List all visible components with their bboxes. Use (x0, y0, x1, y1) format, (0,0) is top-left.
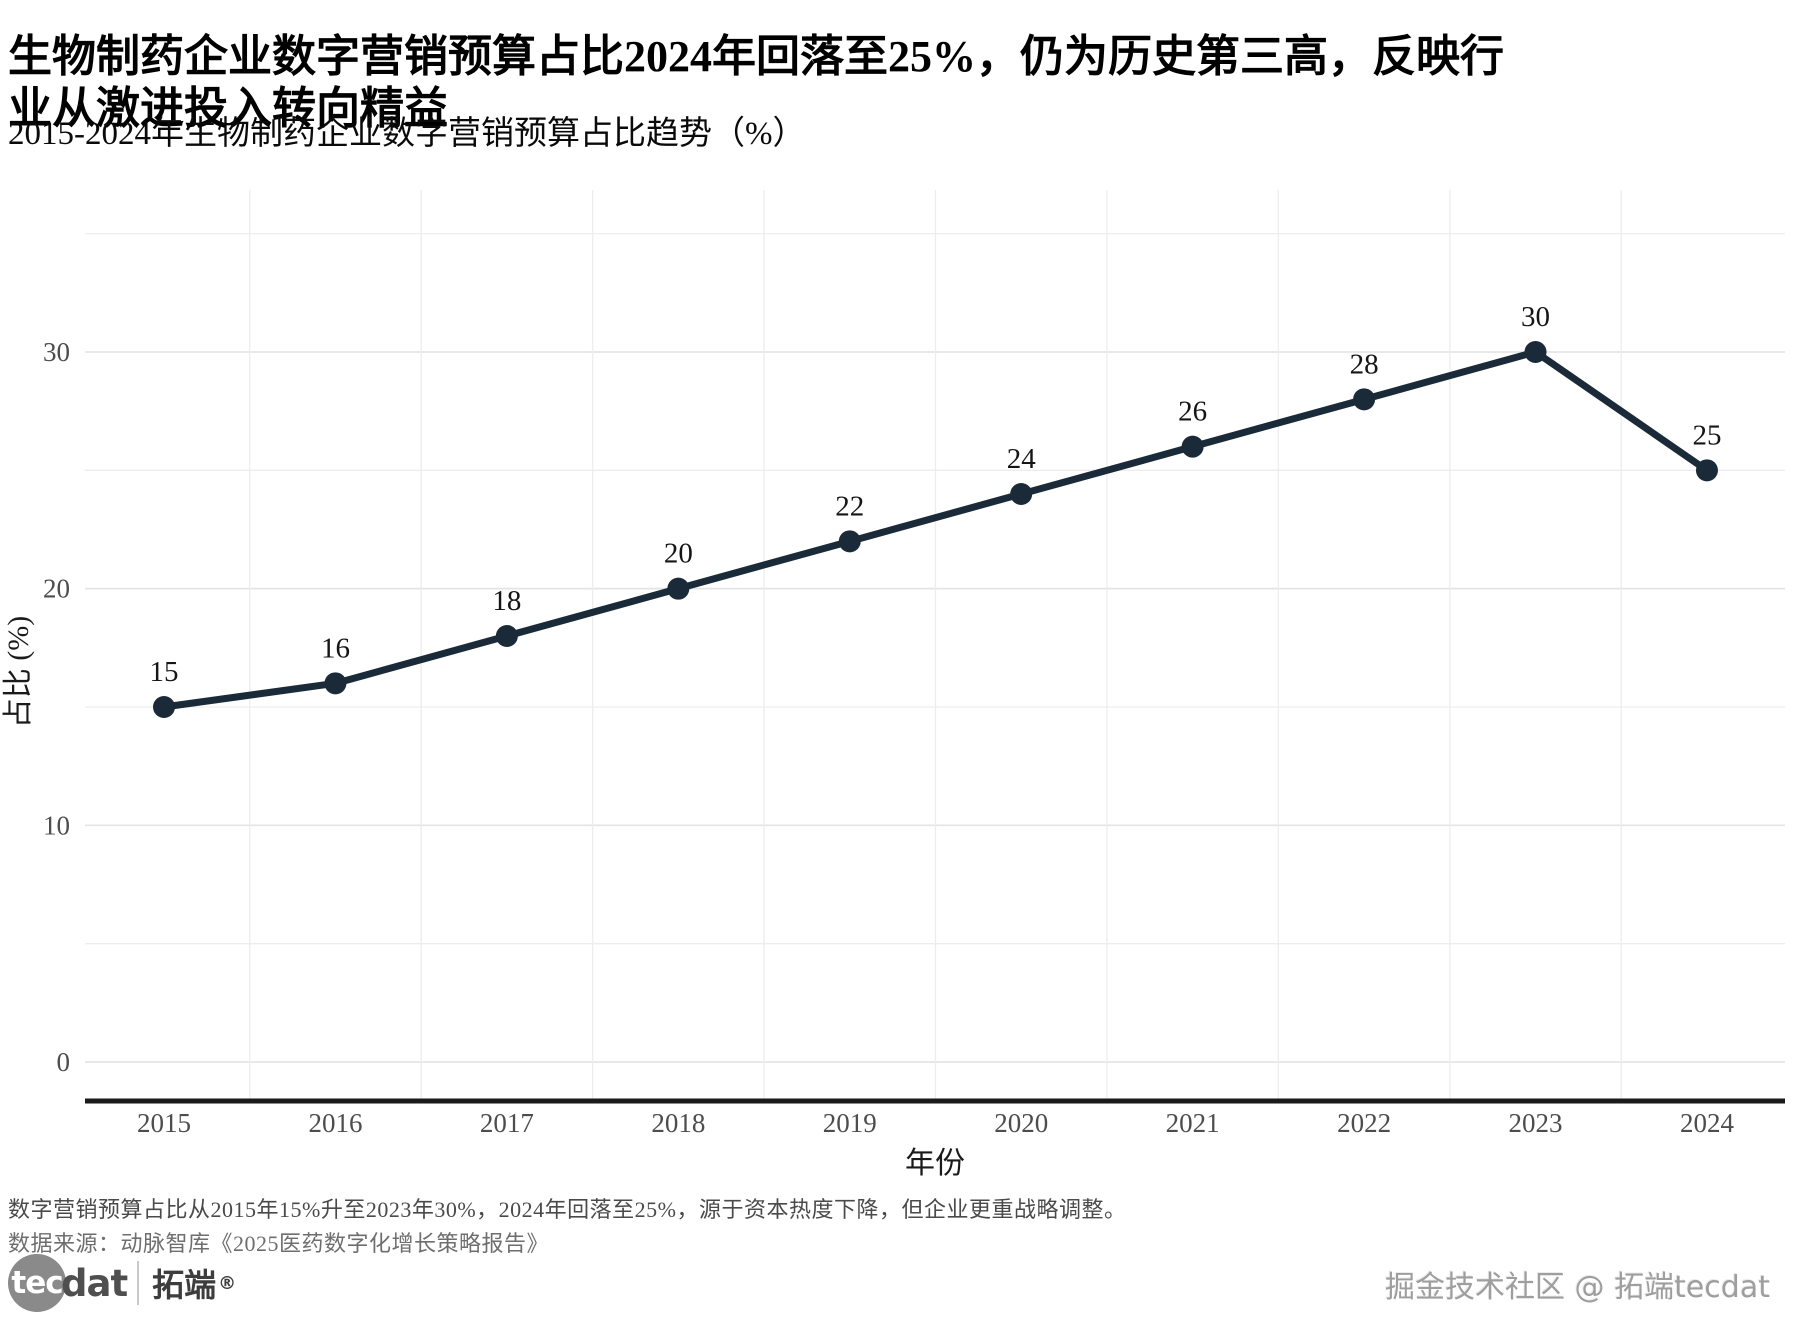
data-point (1524, 340, 1547, 363)
data-point (495, 624, 518, 647)
point-label: 20 (664, 538, 693, 570)
data-point (1695, 459, 1718, 482)
data-source: 数据来源：动脉智库《2025医药数字化增长策略报告》 (8, 1231, 550, 1256)
x-tick-label: 2018 (651, 1108, 705, 1138)
y-tick-label: 0 (57, 1047, 71, 1077)
chart-note: 数字营销预算占比从2015年15%升至2023年30%，2024年回落至25%，… (8, 1197, 1127, 1222)
x-tick-label: 2021 (1166, 1108, 1220, 1138)
x-tick-label: 2017 (480, 1108, 534, 1138)
data-point (667, 577, 690, 600)
point-label: 16 (321, 632, 350, 664)
x-tick-label: 2020 (994, 1108, 1048, 1138)
trend-line (160, 348, 1711, 711)
y-tick-label: 10 (43, 810, 70, 840)
point-label: 24 (1007, 443, 1037, 475)
tecdat-logo: tec dat 拓端 ® (8, 1254, 236, 1312)
chart-subtitle: 2015-2024年生物制药企业数字营销预算占比趋势（%） (8, 116, 806, 152)
logo-cn-text: 拓端 (152, 1266, 217, 1304)
x-tick-label: 2023 (1509, 1108, 1563, 1138)
registered-mark-icon: ® (218, 1272, 237, 1294)
y-tick-label: 20 (43, 574, 70, 604)
data-point (838, 530, 861, 553)
x-axis-title: 年份 (905, 1147, 965, 1180)
logo-circle-text: tec (11, 1265, 63, 1301)
point-label: 18 (492, 585, 521, 617)
y-tick-label: 30 (43, 337, 70, 367)
data-point (1353, 388, 1376, 411)
x-tick-label: 2019 (823, 1108, 877, 1138)
x-tick-label: 2016 (308, 1108, 362, 1138)
data-point (1181, 435, 1204, 458)
point-label: 25 (1692, 419, 1721, 451)
page-title: 生物制药企业数字营销预算占比2024年回落至25%，仍为历史第三高，反映行业从激… (8, 32, 1504, 133)
y-axis-title: 占比 (%) (2, 616, 35, 728)
point-label: 28 (1350, 348, 1379, 380)
x-tick-label: 2022 (1337, 1108, 1391, 1138)
x-tick-label: 2015 (137, 1108, 191, 1138)
logo-latin-text: dat (61, 1261, 128, 1305)
logo-divider (137, 1261, 140, 1305)
point-label: 22 (835, 490, 864, 522)
point-label: 26 (1178, 396, 1207, 428)
data-point (1010, 482, 1033, 505)
point-label: 30 (1521, 301, 1550, 333)
logo-circle-icon: tec (8, 1254, 66, 1312)
data-point (153, 695, 175, 718)
data-point (324, 672, 347, 695)
x-tick-label: 2024 (1680, 1108, 1735, 1138)
watermark: 掘金技术社区 @ 拓端tecdat (1385, 1270, 1770, 1305)
point-label: 15 (150, 656, 179, 688)
